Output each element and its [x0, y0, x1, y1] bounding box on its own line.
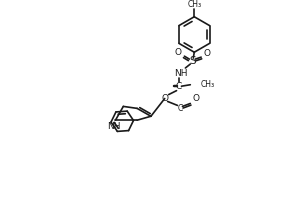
- Text: CH₃: CH₃: [187, 0, 201, 9]
- Text: C: C: [175, 82, 182, 91]
- Text: C: C: [178, 104, 183, 113]
- Text: O: O: [175, 48, 182, 57]
- Text: O: O: [161, 94, 168, 103]
- Text: O: O: [193, 94, 200, 103]
- Text: NH: NH: [107, 122, 120, 131]
- Text: CH₃: CH₃: [200, 80, 214, 89]
- Text: S: S: [189, 56, 195, 66]
- Text: O: O: [204, 49, 211, 58]
- Text: NH: NH: [174, 69, 187, 78]
